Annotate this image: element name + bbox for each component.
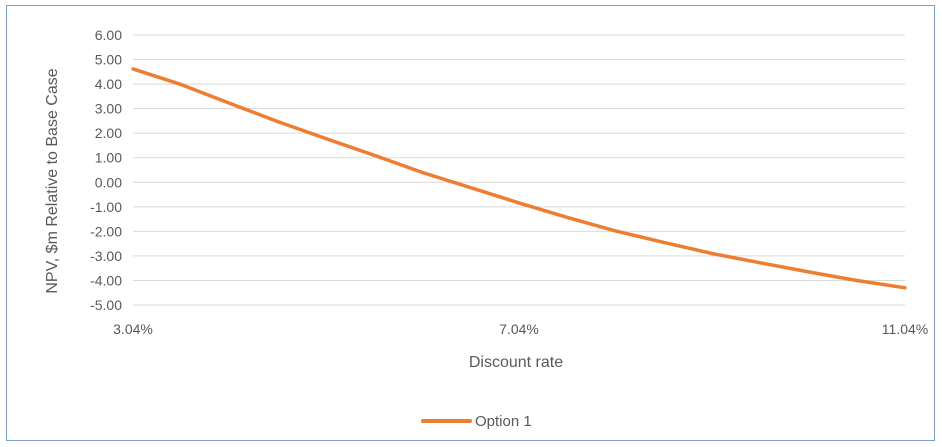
legend-label-option-1: Option 1 [475,413,532,430]
y-tick-label: 1.00 [95,150,122,166]
y-tick-label: 3.00 [95,101,122,117]
x-axis-title: Discount rate [469,354,563,371]
x-tick-label: 7.04% [499,321,539,337]
y-tick-label: 4.00 [95,76,122,92]
y-tick-label: 0.00 [95,174,122,190]
y-tick-label: -1.00 [90,199,122,215]
y-tick-label: 2.00 [95,125,122,141]
y-tick-label: -2.00 [90,223,122,239]
y-tick-label: 6.00 [95,27,122,43]
x-tick-label: 11.04% [882,321,928,337]
y-tick-label: 5.00 [95,52,122,68]
x-axis-ticks: 3.04% 7.04% 11.04% [113,321,928,337]
series-group [131,67,907,290]
y-tick-label: -5.00 [90,297,122,313]
gridlines [133,34,905,306]
legend: Option 1 [421,413,532,430]
y-axis-title: NPV, $m Relative to Base Case [44,68,61,293]
y-tick-label: -3.00 [90,248,122,264]
x-tick-label: 3.04% [113,321,153,337]
y-axis-ticks: 6.00 5.00 4.00 3.00 2.00 1.00 0.00 -1.00 -2.00 -3… [90,27,122,313]
y-tick-label: -4.00 [90,272,122,288]
series-line-option-1 [131,67,907,290]
